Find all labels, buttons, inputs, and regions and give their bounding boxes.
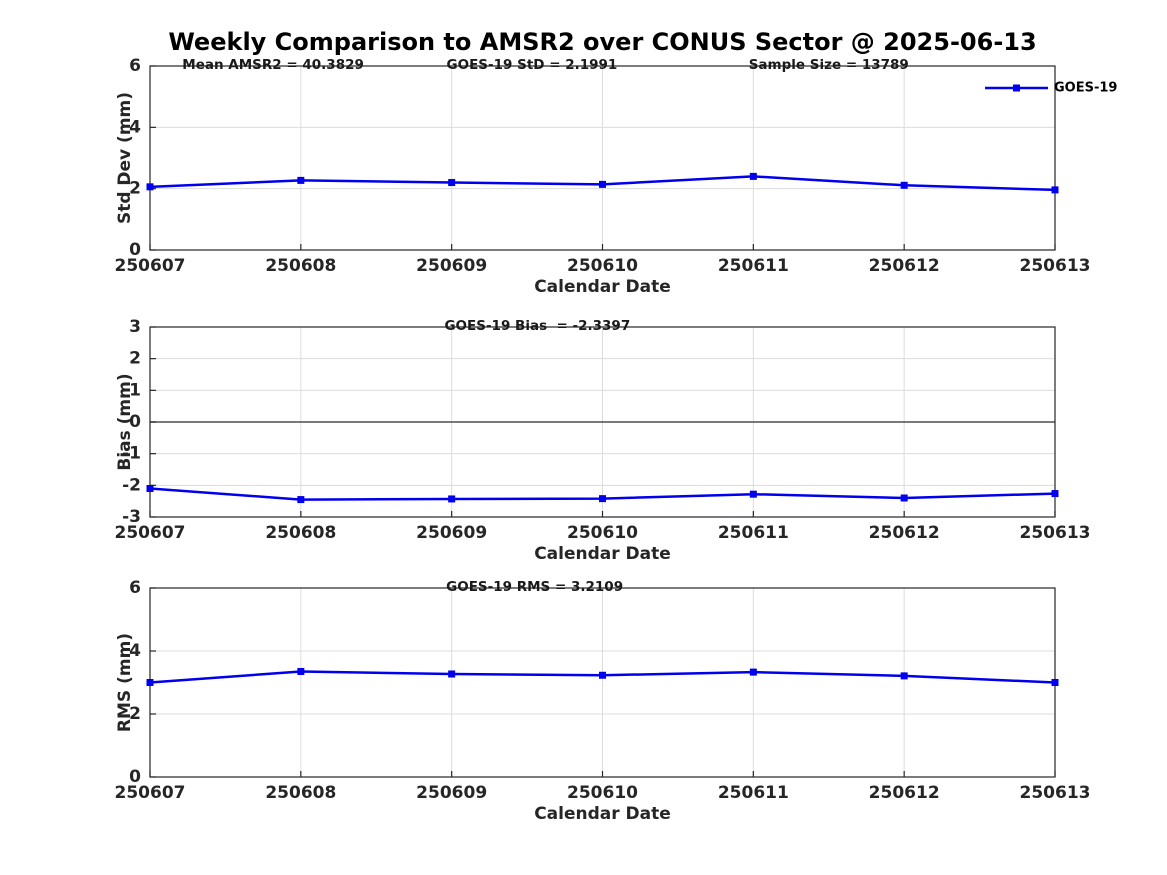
annotation: GOES-19 StD = 2.1991 [447, 57, 618, 73]
legend-label: GOES-19 [1054, 81, 1117, 96]
x-tick-label: 250610 [567, 523, 638, 543]
x-tick-label: 250613 [1020, 523, 1091, 543]
x-tick-label: 250609 [416, 256, 487, 276]
chart-title: Weekly Comparison to AMSR2 over CONUS Se… [168, 28, 1037, 56]
data-point-marker [1051, 186, 1059, 194]
y-tick-label: 2 [129, 349, 141, 369]
x-tick-label: 250608 [265, 523, 336, 543]
x-tick-label: 250607 [115, 256, 186, 276]
y-tick-label: 3 [129, 317, 141, 337]
data-point-marker [146, 183, 154, 191]
x-tick-label: 250610 [567, 256, 638, 276]
legend-marker-sample [1013, 84, 1020, 92]
x-axis-label: Calendar Date [534, 544, 671, 564]
x-tick-label: 250607 [115, 783, 186, 803]
x-tick-label: 250611 [718, 783, 789, 803]
subplot-std-dev: 250607 250608 250609 250610 250611 250612 2506… [115, 56, 1118, 297]
x-tick-label: 250613 [1020, 256, 1091, 276]
subplot-rms: 250607 250608 250609 250610 250611 250612 2506… [115, 578, 1091, 824]
x-axis-label: Calendar Date [534, 277, 671, 297]
data-point-marker [900, 181, 908, 189]
y-tick-label: 0 [129, 412, 141, 432]
y-tick-label: 1 [129, 380, 141, 400]
x-tick-label: 250609 [416, 783, 487, 803]
gridlines [149, 587, 1056, 778]
x-tick-label: 250609 [416, 523, 487, 543]
data-point-marker [1051, 679, 1059, 686]
x-tick-label: 250612 [869, 256, 940, 276]
data-point-marker [146, 485, 154, 492]
data-point-marker [599, 671, 606, 679]
data-point-marker [900, 494, 908, 502]
x-tick-label: 250612 [869, 523, 940, 543]
x-tick-label: 250610 [567, 783, 638, 803]
subplot-bias: 250607 250608 250609 250610 250611 250612 2506… [115, 317, 1091, 564]
data-point-marker [448, 179, 456, 187]
annotation: GOES-19 RMS = 3.2109 [446, 579, 623, 595]
y-tick-label: 0 [129, 767, 141, 787]
y-axis-label: RMS (mm) [115, 633, 135, 732]
tick-marks [149, 65, 1056, 251]
y-tick-label: -1 [122, 444, 141, 464]
y-tick-label: 2 [129, 704, 141, 724]
y-tick-label: 4 [129, 117, 141, 137]
data-point-marker [448, 495, 456, 503]
legend: GOES-19 [985, 81, 1117, 96]
x-tick-label: 250608 [265, 783, 336, 803]
data-point-marker [749, 172, 757, 180]
x-tick-label: 250613 [1020, 783, 1091, 803]
x-tick-label: 250608 [265, 256, 336, 276]
data-point-marker [599, 180, 606, 188]
data-point-marker [297, 496, 305, 504]
y-tick-label: 4 [129, 641, 141, 661]
y-axis-label: Std Dev (mm) [115, 92, 135, 224]
x-tick-label: 250612 [869, 783, 940, 803]
y-tick-label: 0 [129, 240, 141, 260]
y-tick-label: 2 [129, 179, 141, 199]
data-point-marker [297, 176, 305, 184]
y-axis-label: Bias (mm) [115, 373, 135, 470]
data-point-marker [749, 490, 757, 498]
data-point-marker [146, 679, 154, 686]
data-point-marker [297, 667, 305, 675]
data-point-marker [900, 672, 908, 680]
y-tick-label: -3 [122, 507, 141, 527]
x-tick-label: 250607 [115, 523, 186, 543]
annotation: Sample Size = 13789 [749, 57, 909, 73]
data-point-marker [599, 495, 606, 503]
tick-marks [149, 326, 1056, 518]
y-tick-label: -2 [122, 475, 141, 495]
x-tick-label: 250611 [718, 523, 789, 543]
x-axis-label: Calendar Date [534, 804, 671, 824]
data-point-marker [749, 668, 757, 676]
y-tick-label: 6 [129, 56, 141, 76]
gridlines [149, 65, 1056, 251]
x-tick-label: 250611 [718, 256, 789, 276]
tick-marks [149, 587, 1056, 778]
data-point-marker [448, 670, 456, 678]
y-tick-label: 6 [129, 578, 141, 598]
annotation: Mean AMSR2 = 40.3829 [182, 57, 364, 73]
annotation: GOES-19 Bias = -2.3397 [444, 318, 630, 334]
data-point-marker [1051, 490, 1059, 498]
